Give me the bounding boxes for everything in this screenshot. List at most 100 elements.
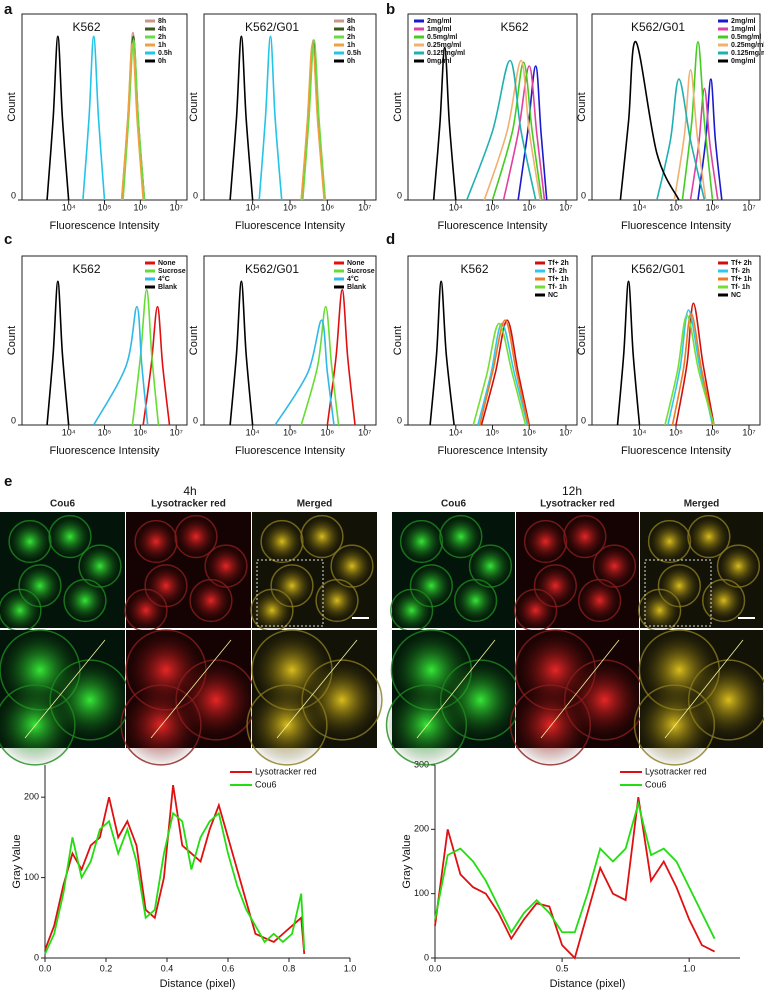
chart: 10⁴ 10⁵ 10⁶ 10⁷ 0 Fluorescence Intensity Count… — [6, 13, 188, 232]
series-line — [477, 322, 529, 426]
x-tick-label: 10⁴ — [633, 427, 647, 437]
cell — [245, 683, 329, 767]
x-tick-label: 10⁴ — [449, 427, 463, 437]
x-tick-label: 10⁴ — [246, 202, 260, 212]
profile-line — [276, 639, 358, 739]
legend-label: NC — [731, 292, 741, 299]
y-axis-label: Gray Value — [401, 834, 413, 888]
cell — [453, 578, 498, 623]
y-axis-label: Count — [188, 326, 200, 355]
series-line — [517, 65, 548, 201]
y-axis-label: Count — [6, 326, 18, 355]
cell — [637, 588, 682, 633]
x-tick-label: 10⁵ — [486, 202, 500, 212]
cell-membrane — [63, 578, 107, 623]
chart: 10⁴ 10⁵ 10⁶ 10⁷ 0 Fluorescence Intensity Count… — [392, 255, 578, 457]
legend-label: 1h — [158, 42, 166, 49]
cell — [300, 514, 344, 559]
x-axis-label: Fluorescence Intensity — [437, 445, 548, 457]
x-tick-label: 10⁶ — [321, 427, 335, 437]
legend-label: Tf- 1h — [731, 284, 750, 291]
legend-label: 0.5h — [158, 50, 172, 57]
x-tick-label: 0.2 — [100, 963, 113, 973]
chart-title: K562 — [72, 20, 100, 34]
x-tick-label: 10⁶ — [706, 202, 720, 212]
y-tick-label: 0 — [11, 190, 16, 200]
cell-membrane — [453, 578, 498, 623]
cell — [134, 519, 178, 564]
x-tick-label: 10⁴ — [246, 427, 260, 437]
x-tick-label: 0.6 — [222, 963, 235, 973]
x-tick-label: 10⁵ — [283, 202, 297, 212]
legend-label: 2mg/ml — [731, 18, 756, 25]
x-axis-label: Fluorescence Intensity — [437, 220, 548, 232]
panel-label: e — [4, 473, 12, 490]
cell — [468, 544, 513, 589]
x-tick-label: 10⁷ — [170, 202, 183, 212]
x-axis-label: Fluorescence Intensity — [49, 220, 160, 232]
y-tick-label: 0 — [581, 415, 586, 425]
series-line — [429, 280, 455, 426]
legend-label: 0.25mg/ml — [427, 42, 461, 49]
series-line — [697, 78, 723, 201]
x-tick-label: 10⁷ — [358, 202, 371, 212]
x-tick-label: 10⁶ — [706, 427, 720, 437]
profile-line — [24, 639, 106, 739]
cell-membrane — [633, 684, 716, 766]
cell — [260, 519, 304, 564]
cell-membrane — [385, 684, 468, 766]
x-tick-label: 10⁵ — [669, 427, 683, 437]
legend-label: 2mg/ml — [427, 18, 452, 25]
x-tick-label: 10⁷ — [742, 202, 755, 212]
y-tick-label: 0 — [424, 952, 429, 962]
profile-line — [416, 639, 496, 739]
legend-label: 0mg/ml — [731, 58, 756, 65]
legend-label: Blank — [158, 284, 177, 291]
group-title: 12h — [562, 484, 582, 498]
chart: 10⁴ 10⁵ 10⁶ 10⁷ 0 Fluorescence Intensity Count… — [576, 255, 761, 457]
column-title: Cou6 — [441, 499, 466, 510]
cell — [204, 544, 248, 589]
cell-membrane — [687, 514, 731, 559]
cell-membrane — [174, 514, 218, 559]
cell — [508, 683, 593, 767]
legend-label: 4°C — [347, 275, 359, 283]
cell-membrane — [300, 514, 344, 559]
series-line — [258, 35, 283, 201]
cell — [592, 544, 637, 589]
column-title: Cou6 — [50, 499, 75, 510]
series-line — [491, 61, 543, 201]
column-title: Lysotracker red — [540, 499, 615, 510]
series-line — [673, 68, 707, 201]
x-tick-label: 10⁶ — [522, 427, 536, 437]
x-tick-label: 10⁵ — [283, 427, 297, 437]
chart-title: K562/G01 — [245, 20, 299, 34]
x-tick-label: 10⁴ — [449, 202, 463, 212]
x-tick-label: 0.0 — [39, 963, 52, 973]
series-line — [664, 314, 715, 426]
chart-title: K562/G01 — [631, 20, 685, 34]
series-line — [93, 305, 149, 426]
x-tick-label: 10⁵ — [98, 427, 112, 437]
legend-label: Sucrose — [158, 268, 186, 275]
cell-membrane — [48, 514, 92, 559]
cell-membrane — [120, 684, 202, 766]
series-line — [671, 312, 715, 426]
cell — [632, 683, 717, 767]
legend-label: 0.25mg/ml — [731, 42, 764, 49]
y-tick-label: 0 — [34, 952, 39, 962]
chart: 10⁴ 10⁵ 10⁶ 10⁷ 0 Fluorescence Intensity Count… — [6, 255, 188, 457]
cell — [78, 544, 122, 589]
legend-label: 4h — [158, 26, 166, 33]
x-axis-label: Distance (pixel) — [550, 978, 626, 990]
x-tick-label: 10⁶ — [133, 202, 147, 212]
cell-membrane — [701, 578, 746, 623]
legend-label: Lysotracker red — [255, 766, 317, 776]
cell — [48, 514, 92, 559]
legend-label: 1mg/ml — [427, 26, 452, 33]
cell-membrane — [509, 684, 592, 766]
legend-label: Tf+ 2h — [731, 260, 752, 267]
x-tick-label: 0.5 — [556, 963, 569, 973]
x-tick-label: 10⁴ — [62, 427, 76, 437]
